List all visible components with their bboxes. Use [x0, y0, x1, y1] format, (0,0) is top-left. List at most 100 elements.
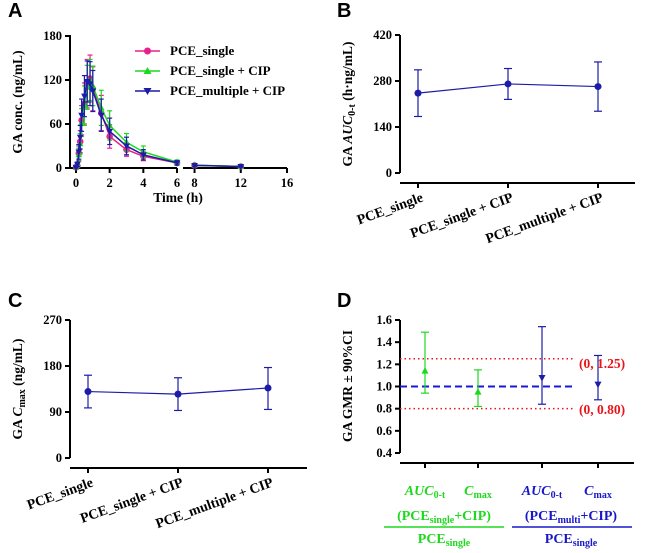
d-xlabel-cmax-multi-main: C [584, 484, 594, 499]
d-xlabel-auc-multi: AUC0-t [521, 484, 563, 501]
d-group-single: (PCEsingle+CIP) PCEsingle [384, 509, 504, 549]
d-ref-label-lower: (0, 0.80) [579, 402, 625, 417]
b-y-ticks: 0 140 280 420 [373, 28, 400, 180]
b-point-2 [594, 83, 602, 91]
d-gs-num-open: (PCE [397, 509, 430, 524]
c-y-ticks: 0 90 180 270 [43, 313, 70, 465]
d-group-single-denominator: PCEsingle [418, 532, 471, 549]
a-ytick-label-0: 0 [56, 161, 62, 175]
d-point-2 [538, 375, 546, 382]
a-s2-point-8 [89, 88, 97, 95]
a-s2-point-15 [237, 164, 245, 171]
a-s2-point-1 [74, 161, 81, 169]
d-ytick-label-0: 0.4 [376, 446, 392, 460]
d-xlabel-auc-single-main: AUC [404, 484, 434, 499]
c-point-2 [264, 384, 272, 392]
b-point-1 [504, 80, 512, 88]
a-xtick-label-1: 2 [107, 176, 113, 190]
a-series [72, 54, 245, 172]
b-ytick-label-1: 140 [373, 120, 392, 134]
a-xtick-label-2: 4 [140, 176, 147, 190]
a-s2-line-1 [194, 164, 241, 168]
d-ytick-label-2: 0.8 [376, 402, 392, 416]
d-x-ticks [424, 463, 599, 468]
d-gm-den: PCE [545, 532, 573, 547]
legend-marker-circle [144, 47, 151, 55]
b-ytick-label-2: 280 [373, 74, 392, 88]
a-xtick-label-0: 0 [73, 176, 79, 190]
panel-d: D 0.4 0.6 0.8 1.0 1.2 1.4 1.6 GA GMR ± 90%CI (… [337, 290, 634, 549]
a-xtick-label-3: 6 [174, 176, 180, 190]
d-xlabel-cmax-multi: Cmax [584, 484, 612, 501]
a-ytick-label-3: 180 [43, 29, 62, 43]
panel-a-axes [69, 35, 287, 169]
d-gs-num-close: +CIP) [454, 509, 491, 524]
legend-marker-triangle-up [143, 67, 152, 74]
c-y-axis-title: GA Cmax (ng/mL) [10, 339, 28, 440]
a-xtick-label-6: 16 [281, 176, 294, 190]
a-y-ticks: 0 60 120 180 [43, 29, 70, 175]
a-y-axis-title: GA conc. (ng/mL) [10, 50, 25, 153]
panel-b: B 0 140 280 420 GA AUC0-t (h·ng/mL) PCE_sin… [337, 0, 635, 247]
d-point-0 [421, 366, 429, 374]
d-gm-num-open: (PCE [525, 509, 558, 524]
c-ylabel-sub: max [17, 389, 28, 407]
b-y-axis-title: GA AUC0-t (h·ng/mL) [340, 42, 358, 167]
d-ref-label-upper: (0, 1.25) [579, 356, 625, 371]
c-point-1 [174, 390, 182, 398]
c-x-ticks [87, 468, 269, 473]
d-xlabel-auc-multi-sub: 0-t [551, 490, 563, 501]
d-gs-den-sub: single [446, 538, 471, 549]
b-ylabel-suffix: (h·ng/mL) [340, 42, 355, 105]
d-group-multi: (PCEmulti+CIP) PCEsingle [512, 509, 632, 549]
a-s2-point-2 [75, 149, 83, 156]
d-reference-lines [400, 358, 574, 410]
d-group-multi-denominator: PCEsingle [545, 532, 598, 549]
d-xlabel-auc-single: AUC0-t [404, 484, 446, 501]
b-ylabel-sub: 0-t [347, 103, 358, 115]
panel-letter-b: B [337, 0, 351, 22]
c-category-label-0: PCE_single [25, 476, 95, 514]
a-s2-point-13 [173, 160, 181, 167]
legend-entry-pce-single: PCE_single [135, 43, 235, 58]
b-ytick-label-0: 0 [386, 166, 392, 180]
d-ytick-label-4: 1.2 [376, 357, 392, 371]
a-xtick-label-5: 12 [235, 176, 248, 190]
a-s2-point-5 [81, 93, 88, 100]
legend-label-pce-multiple-cip: PCE_multiple + CIP [170, 83, 285, 98]
a-s2-point-10 [106, 128, 113, 136]
b-ylabel-italic: AUC [340, 115, 355, 145]
c-ylabel-prefix: GA [10, 417, 25, 440]
legend-entry-pce-single-cip: PCE_single + CIP [135, 63, 271, 78]
legend-entry-pce-multiple-cip: PCE_multiple + CIP [135, 83, 285, 98]
a-xtick-label-4: 8 [191, 176, 197, 190]
a-ytick-label-1: 60 [50, 117, 63, 131]
d-group-single-numerator: (PCEsingle+CIP) [397, 509, 491, 526]
d-xlabel-auc-single-sub: 0-t [434, 490, 446, 501]
d-gm-num-close: +CIP) [580, 509, 617, 524]
d-ytick-label-6: 1.6 [376, 313, 392, 327]
panel-letter-d: D [337, 290, 351, 312]
d-xlabel-cmax-multi-sub: max [594, 490, 612, 501]
a-s2-point-7 [86, 81, 94, 88]
a-x-ticks: 0 2 4 6 8 12 16 [73, 168, 293, 190]
d-xlabel-auc-multi-main: AUC [521, 484, 551, 499]
c-ylabel-suffix: (ng/mL) [10, 339, 25, 390]
a-s2-point-11 [123, 143, 130, 150]
d-gm-num-sub: multi [558, 515, 581, 526]
panel-a: A 0 60 120 180 0 2 4 6 8 12 16 GA conc. (ng/mL) T… [8, 0, 293, 205]
d-group-labels: (PCEsingle+CIP) PCEsingle (PCEmulti+CIP)… [384, 509, 632, 549]
legend-label-pce-single: PCE_single [170, 43, 235, 58]
b-x-ticks [417, 183, 599, 188]
d-gm-den-sub: single [573, 538, 598, 549]
c-ytick-label-3: 270 [43, 313, 62, 327]
a-legend: PCE_single PCE_single + CIP PCE_multiple… [135, 43, 285, 98]
panel-letter-c: C [8, 290, 22, 312]
d-gs-den: PCE [418, 532, 446, 547]
d-ytick-label-5: 1.4 [376, 335, 392, 349]
panel-c: C 0 90 180 270 GA Cmax (ng/mL) PCE_singlePC… [8, 290, 307, 532]
a-s2-point-12 [140, 152, 147, 159]
